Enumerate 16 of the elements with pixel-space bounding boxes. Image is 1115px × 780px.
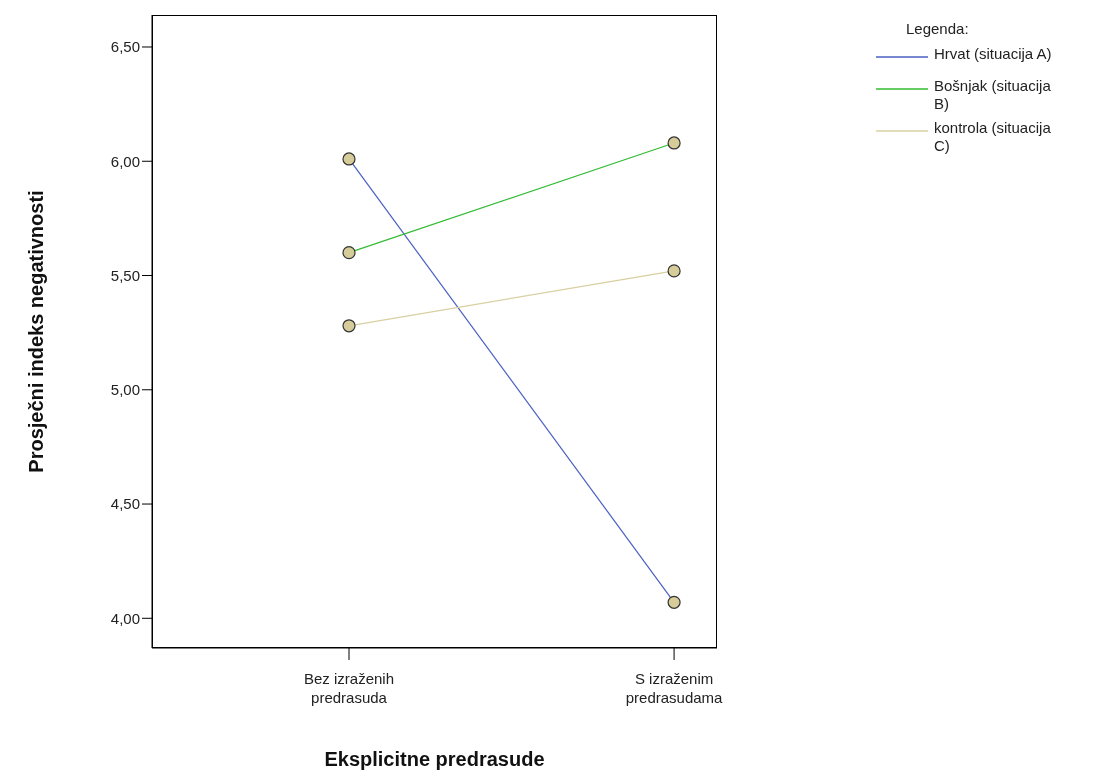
legend-label: Bošnjak (situacija B) bbox=[934, 77, 1052, 113]
legend-label: kontrola (situacija C) bbox=[934, 119, 1052, 155]
legend-label: Hrvat (situacija A) bbox=[934, 45, 1052, 63]
point bbox=[342, 319, 356, 333]
y-tick-label: 4,50 bbox=[110, 495, 140, 513]
legend-title: Legenda: bbox=[906, 20, 970, 37]
y-tick-label: 5,00 bbox=[110, 381, 140, 399]
y-tick-label: 4,00 bbox=[110, 609, 140, 627]
point bbox=[667, 264, 681, 278]
y-axis-title: Prosječni indeks negativnosti bbox=[25, 190, 48, 473]
y-tick-label: 6,00 bbox=[110, 152, 140, 170]
x-tick-label: S izraženim predrasudama bbox=[625, 670, 724, 706]
x-tick-label: Bez izraženih predrasuda bbox=[303, 670, 395, 706]
x-axis-title: Eksplicitne predrasude bbox=[324, 748, 545, 770]
y-tick-label: 5,50 bbox=[110, 266, 140, 284]
y-tick-label: 6,50 bbox=[110, 38, 140, 56]
